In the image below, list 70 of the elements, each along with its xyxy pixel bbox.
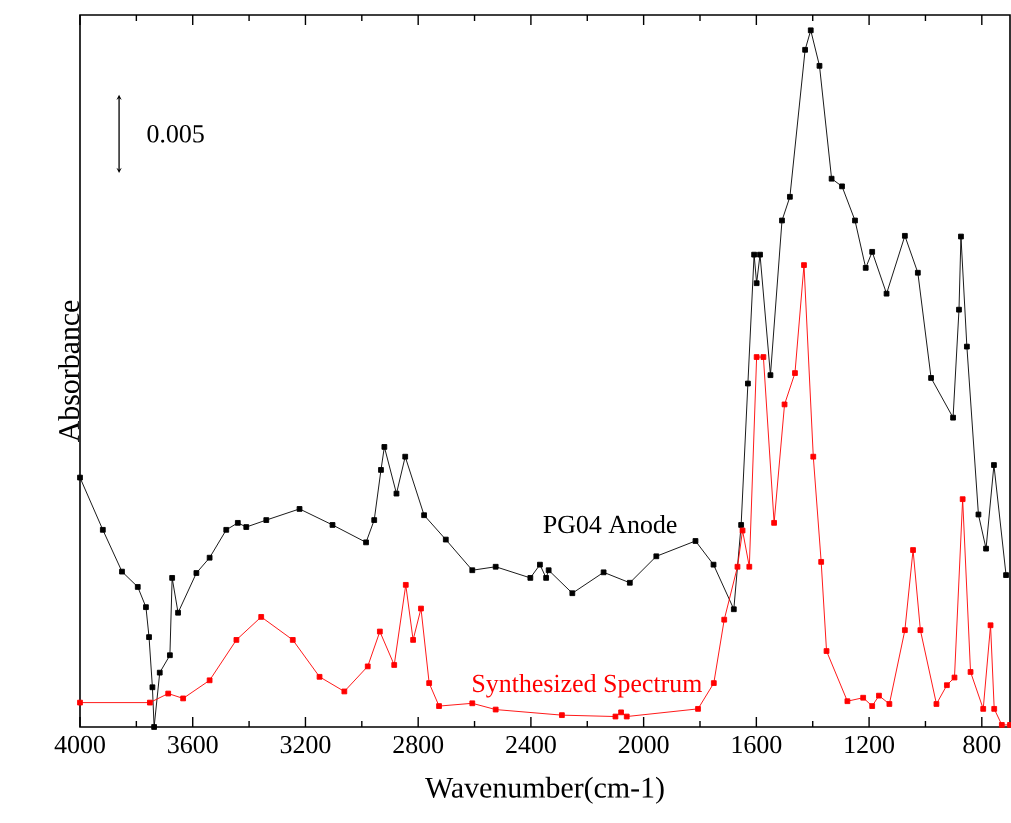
point bbox=[492, 706, 499, 713]
x-axis-title: Wavenumber(cm-1) bbox=[425, 776, 664, 804]
point bbox=[933, 701, 940, 707]
series-label: PG04 Anode bbox=[543, 514, 677, 534]
point bbox=[426, 680, 433, 686]
point bbox=[860, 694, 867, 701]
point bbox=[618, 709, 624, 716]
point bbox=[436, 703, 442, 709]
point bbox=[823, 648, 830, 654]
point bbox=[967, 669, 974, 675]
series-label: Synthesized Spectrum bbox=[473, 673, 702, 698]
x-tick-label: 1200 bbox=[845, 735, 895, 754]
point bbox=[165, 690, 172, 697]
x-tick-label: 2800 bbox=[393, 735, 444, 754]
point bbox=[959, 496, 966, 503]
point bbox=[77, 699, 83, 706]
point bbox=[792, 370, 798, 376]
point bbox=[917, 627, 924, 633]
point bbox=[801, 262, 807, 268]
point bbox=[233, 637, 240, 643]
point bbox=[991, 706, 998, 712]
point bbox=[402, 582, 409, 588]
point bbox=[469, 700, 476, 707]
point bbox=[771, 520, 777, 526]
x-tick-label: 1600 bbox=[732, 735, 782, 754]
point bbox=[998, 722, 1005, 728]
point bbox=[844, 698, 851, 705]
point bbox=[753, 354, 760, 360]
point bbox=[612, 713, 619, 720]
point bbox=[418, 605, 424, 612]
point bbox=[206, 677, 213, 684]
point bbox=[734, 563, 741, 570]
point bbox=[258, 614, 265, 620]
point bbox=[810, 453, 817, 460]
point bbox=[180, 695, 186, 702]
point bbox=[341, 688, 348, 695]
point bbox=[364, 663, 371, 670]
point bbox=[902, 627, 908, 633]
x-tick-label: 3200 bbox=[280, 735, 331, 754]
point bbox=[910, 547, 916, 553]
point bbox=[410, 637, 416, 643]
x-tick-label: 3600 bbox=[168, 735, 218, 754]
point bbox=[869, 703, 876, 709]
point bbox=[739, 527, 746, 534]
point bbox=[695, 706, 701, 712]
point bbox=[886, 701, 893, 707]
point bbox=[289, 637, 296, 643]
point bbox=[316, 673, 323, 680]
x-tick-label: 2000 bbox=[618, 735, 669, 754]
x-tick-label: 800 bbox=[963, 735, 1001, 754]
point bbox=[377, 628, 383, 635]
point bbox=[559, 712, 565, 718]
point bbox=[987, 622, 994, 629]
point bbox=[623, 713, 630, 720]
point bbox=[710, 680, 717, 686]
point bbox=[147, 699, 153, 706]
point bbox=[944, 682, 950, 689]
point bbox=[760, 354, 767, 360]
annotation: 0.005 bbox=[147, 125, 204, 143]
point bbox=[721, 616, 728, 623]
point bbox=[391, 662, 398, 668]
point bbox=[746, 563, 753, 570]
point bbox=[781, 401, 788, 408]
point bbox=[876, 692, 882, 699]
y-axis-title: Absorbance bbox=[58, 300, 80, 443]
point bbox=[980, 706, 987, 712]
x-tick-label: 4000 bbox=[54, 735, 105, 754]
point bbox=[818, 559, 825, 565]
x-tick-label: 2400 bbox=[506, 735, 556, 754]
point bbox=[951, 674, 958, 681]
